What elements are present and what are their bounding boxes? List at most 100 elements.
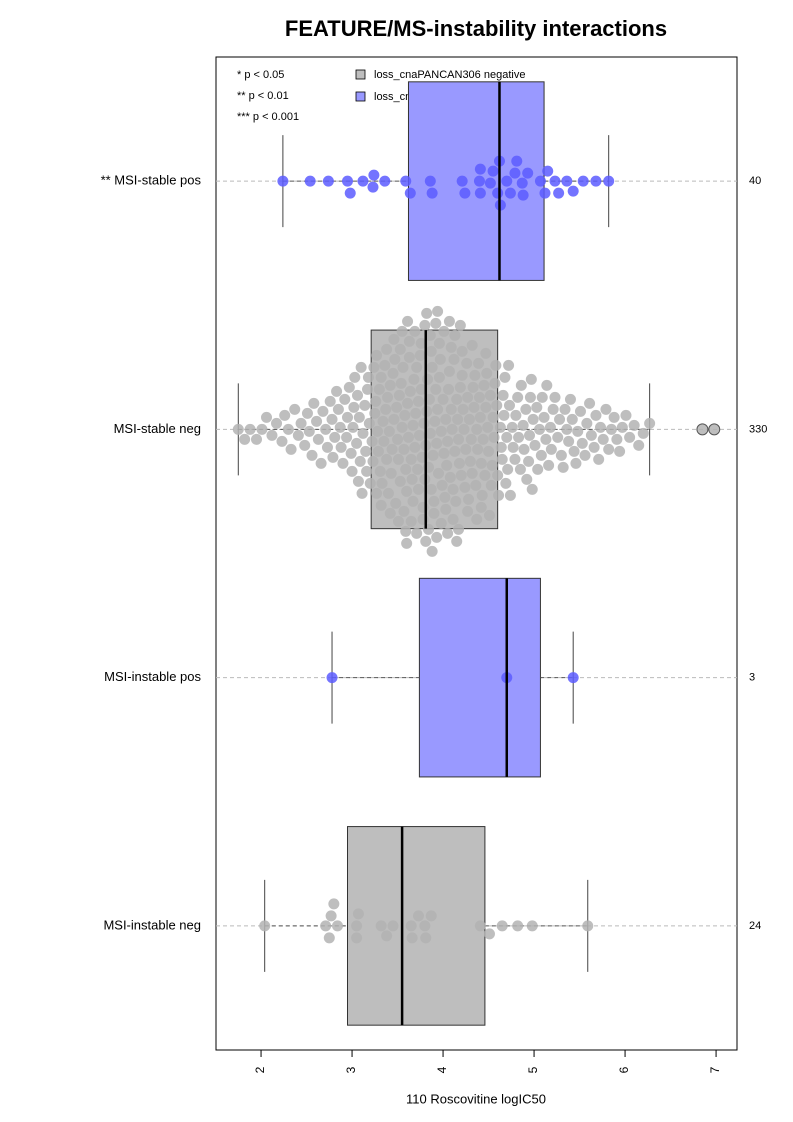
- point: [442, 527, 454, 539]
- point: [628, 419, 640, 431]
- point: [475, 501, 487, 513]
- point: [540, 433, 552, 445]
- point: [553, 187, 565, 199]
- point: [419, 319, 431, 331]
- annotation: *** p < 0.001: [237, 111, 299, 123]
- point: [509, 453, 521, 465]
- point: [372, 445, 384, 457]
- point: [402, 315, 414, 327]
- point: [388, 413, 400, 425]
- point: [323, 932, 335, 944]
- point: [361, 465, 373, 477]
- point: [474, 411, 486, 423]
- point: [451, 535, 463, 547]
- legend-swatch: [355, 69, 366, 80]
- point: [412, 395, 424, 407]
- x-tick-label: 2: [253, 1066, 267, 1073]
- point: [501, 431, 513, 443]
- point: [420, 932, 432, 944]
- point: [422, 373, 434, 385]
- point: [306, 449, 318, 461]
- point: [312, 433, 324, 445]
- point: [405, 453, 417, 465]
- point: [487, 411, 499, 423]
- point: [574, 405, 586, 417]
- point: [464, 455, 476, 467]
- point: [536, 391, 548, 403]
- point: [474, 920, 486, 932]
- point: [445, 341, 457, 353]
- group-count: 330: [749, 423, 767, 435]
- point: [394, 475, 406, 487]
- point: [360, 445, 372, 457]
- point: [590, 409, 602, 421]
- y-tick-label: MSI-stable neg: [114, 421, 201, 436]
- point: [357, 175, 369, 187]
- point: [424, 175, 436, 187]
- point: [496, 920, 508, 932]
- point: [451, 393, 463, 405]
- point: [561, 175, 573, 187]
- point: [375, 499, 387, 511]
- point: [611, 433, 623, 445]
- point: [402, 431, 414, 443]
- point: [382, 487, 394, 499]
- point: [471, 423, 483, 435]
- point: [438, 325, 450, 337]
- point: [295, 417, 307, 429]
- point: [454, 381, 466, 393]
- point: [483, 928, 495, 940]
- point: [437, 393, 449, 405]
- point: [400, 525, 412, 537]
- point: [331, 385, 343, 397]
- point: [549, 391, 561, 403]
- point: [396, 325, 408, 337]
- point: [453, 523, 465, 535]
- point: [498, 409, 510, 421]
- point: [524, 391, 536, 403]
- point: [518, 443, 530, 455]
- point: [445, 403, 457, 415]
- point: [585, 429, 597, 441]
- point: [453, 457, 465, 469]
- point: [463, 413, 475, 425]
- group-count: 40: [749, 175, 761, 187]
- point: [577, 175, 589, 187]
- point: [501, 175, 513, 187]
- point: [466, 467, 478, 479]
- point: [449, 329, 461, 341]
- point: [343, 381, 355, 393]
- x-tick-label: 4: [435, 1066, 449, 1073]
- point: [488, 431, 500, 443]
- point: [277, 175, 289, 187]
- point: [256, 423, 268, 435]
- point: [473, 175, 485, 187]
- point: [279, 409, 291, 421]
- point: [412, 483, 424, 495]
- point: [387, 920, 399, 932]
- point: [400, 175, 412, 187]
- point: [325, 910, 337, 922]
- point: [567, 185, 579, 197]
- point: [328, 898, 340, 910]
- legend-label: loss_cnaPANCAN306 negative: [374, 69, 525, 81]
- point: [521, 473, 533, 485]
- point: [431, 531, 443, 543]
- point: [470, 479, 482, 491]
- point: [419, 920, 431, 932]
- point: [405, 920, 417, 932]
- point: [527, 413, 539, 425]
- point: [517, 419, 529, 431]
- point: [332, 403, 344, 415]
- point: [463, 493, 475, 505]
- point: [232, 423, 244, 435]
- point: [320, 423, 332, 435]
- point: [339, 393, 351, 405]
- point: [239, 433, 251, 445]
- point: [421, 307, 433, 319]
- point: [261, 411, 273, 423]
- point: [452, 413, 464, 425]
- point: [456, 369, 468, 381]
- point: [481, 367, 493, 379]
